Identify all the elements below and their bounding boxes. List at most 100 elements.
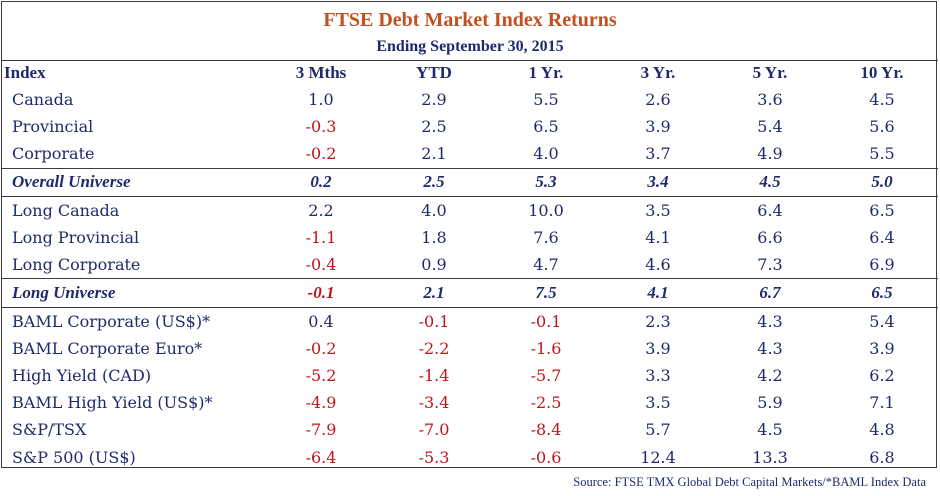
table-cell: -1.1	[305, 228, 337, 248]
table-row: S&P/TSX -7.9 -7.0 -8.4 5.7 4.5 4.8	[2, 416, 938, 443]
table-cell: 5.6	[869, 117, 895, 137]
table-cell: 6.9	[869, 255, 895, 275]
column-header-3m: 3 Mths	[295, 63, 347, 82]
column-header-5y: 5 Yr.	[752, 63, 788, 82]
table-cell: 5.4	[869, 311, 895, 331]
table-cell: 6.5	[826, 278, 938, 308]
table-cell: 3.9	[869, 338, 895, 358]
row-label: S&P 500 (US$)	[12, 447, 136, 467]
table-cell: 2.5	[421, 117, 447, 137]
header-row: Index 3 Mths YTD 1 Yr. 3 Yr. 5 Yr. 10 Yr…	[2, 60, 938, 86]
table-cell: -6.4	[305, 447, 337, 467]
table-cell: 3.9	[645, 117, 671, 137]
table-row: Long Universe -0.1 2.1 7.5 4.1 6.7 6.5	[2, 278, 938, 308]
table-frame: FTSE Debt Market Index Returns Ending Se…	[1, 1, 938, 471]
row-label: Long Corporate	[12, 255, 141, 275]
table-cell: -0.1	[530, 311, 562, 331]
row-label: Corporate	[12, 144, 95, 164]
table-cell: 7.1	[869, 393, 895, 413]
row-label: Provincial	[12, 117, 94, 137]
table-subtitle: Ending September 30, 2015	[376, 38, 564, 55]
table-cell: 2.6	[645, 90, 671, 110]
table-row: Long Provincial -1.1 1.8 7.6 4.1 6.6 6.4	[2, 224, 938, 251]
column-header-10y: 10 Yr.	[860, 63, 904, 82]
table-cell: 4.0	[533, 144, 559, 164]
table-cell: 4.6	[645, 255, 671, 275]
table-cell: 3.4	[602, 167, 714, 197]
table-row: Provincial -0.3 2.5 6.5 3.9 5.4 5.6	[2, 113, 938, 140]
row-label: Overall Universe	[2, 167, 264, 197]
table-cell: 4.8	[869, 420, 895, 440]
table-cell: 1.0	[308, 90, 334, 110]
table-cell: 12.4	[640, 447, 676, 467]
table-cell: 2.1	[421, 144, 447, 164]
table-cell: -0.6	[530, 447, 562, 467]
table-body: Canada 1.0 2.9 5.5 2.6 3.6 4.5 Provincial -0.3 2.…	[2, 86, 938, 471]
table-row: Overall Universe 0.2 2.5 5.3 3.4 4.5 5.0	[2, 167, 938, 197]
table-row: Canada 1.0 2.9 5.5 2.6 3.6 4.5	[2, 86, 938, 113]
table-row: High Yield (CAD) -5.2 -1.4 -5.7 3.3 4.2 6.2	[2, 362, 938, 389]
source-note: Source: FTSE TMX Global Debt Capital Mar…	[573, 475, 926, 489]
table-cell: -0.4	[305, 255, 337, 275]
table-cell: 5.5	[869, 144, 895, 164]
table-cell: -0.1	[264, 278, 378, 308]
table-cell: 6.7	[714, 278, 826, 308]
table-cell: 4.9	[757, 144, 783, 164]
table-row: BAML Corporate (US$)* 0.4 -0.1 -0.1 2.3 4.3 5.…	[2, 307, 938, 335]
table-cell: 2.5	[378, 167, 490, 197]
table-cell: 7.6	[533, 228, 559, 248]
table-cell: 0.2	[264, 167, 378, 197]
table-cell: 7.3	[757, 255, 783, 275]
table-cell: 4.2	[757, 365, 783, 385]
row-label: BAML Corporate Euro*	[12, 338, 203, 358]
table-row: S&P 500 (US$) -6.4 -5.3 -0.6 12.4 13.3 6.8	[2, 443, 938, 470]
table-cell: 6.4	[757, 200, 783, 220]
table-cell: -1.4	[418, 365, 450, 385]
table-cell: 3.5	[645, 393, 671, 413]
table-cell: 0.4	[308, 311, 334, 331]
header-divider	[2, 60, 938, 61]
table-cell: -5.3	[418, 447, 450, 467]
table-cell: -4.9	[305, 393, 337, 413]
returns-table: Index 3 Mths YTD 1 Yr. 3 Yr. 5 Yr. 10 Yr…	[2, 60, 938, 471]
table-cell: -2.5	[530, 393, 562, 413]
table-cell: 5.4	[757, 117, 783, 137]
table-cell: 6.6	[757, 228, 783, 248]
table-cell: 4.1	[602, 278, 714, 308]
table-cell: -8.4	[530, 420, 562, 440]
table-cell: 4.5	[869, 90, 895, 110]
table-cell: -1.6	[530, 338, 562, 358]
row-label: Canada	[12, 90, 74, 110]
table-cell: 2.3	[645, 311, 671, 331]
table-cell: 6.5	[869, 200, 895, 220]
table-row: Corporate -0.2 2.1 4.0 3.7 4.9 5.5	[2, 140, 938, 168]
column-header-3y: 3 Yr.	[640, 63, 676, 82]
table-cell: -5.7	[530, 365, 562, 385]
row-label: S&P/TSX	[12, 420, 87, 440]
table-cell: 5.3	[490, 167, 602, 197]
table-cell: 6.5	[533, 117, 559, 137]
table-cell: 4.7	[533, 255, 559, 275]
column-header-1y: 1 Yr.	[528, 63, 564, 82]
column-header-ytd: YTD	[416, 63, 452, 82]
table-cell: 0.9	[421, 255, 447, 275]
table-cell: 4.5	[757, 420, 783, 440]
table-cell: 4.1	[645, 228, 671, 248]
table-cell: 3.5	[645, 200, 671, 220]
table-cell: 6.8	[869, 447, 895, 467]
table-cell: -0.2	[305, 338, 337, 358]
table-title: FTSE Debt Market Index Returns	[323, 9, 617, 31]
table-cell: -0.1	[418, 311, 450, 331]
table-cell: 4.3	[757, 338, 783, 358]
table-cell: 2.1	[378, 278, 490, 308]
table-cell: -0.2	[305, 144, 337, 164]
table-cell: 3.7	[645, 144, 671, 164]
table-cell: 5.7	[645, 420, 671, 440]
table-cell: -0.3	[305, 117, 337, 137]
table-cell: -7.0	[418, 420, 450, 440]
table-cell: 5.0	[826, 167, 938, 197]
table-cell: -2.2	[418, 338, 450, 358]
table-cell: 4.5	[714, 167, 826, 197]
table-row: Long Corporate -0.4 0.9 4.7 4.6 7.3 6.9	[2, 251, 938, 279]
table-row: BAML Corporate Euro* -0.2 -2.2 -1.6 3.9 4.3 3.…	[2, 335, 938, 362]
